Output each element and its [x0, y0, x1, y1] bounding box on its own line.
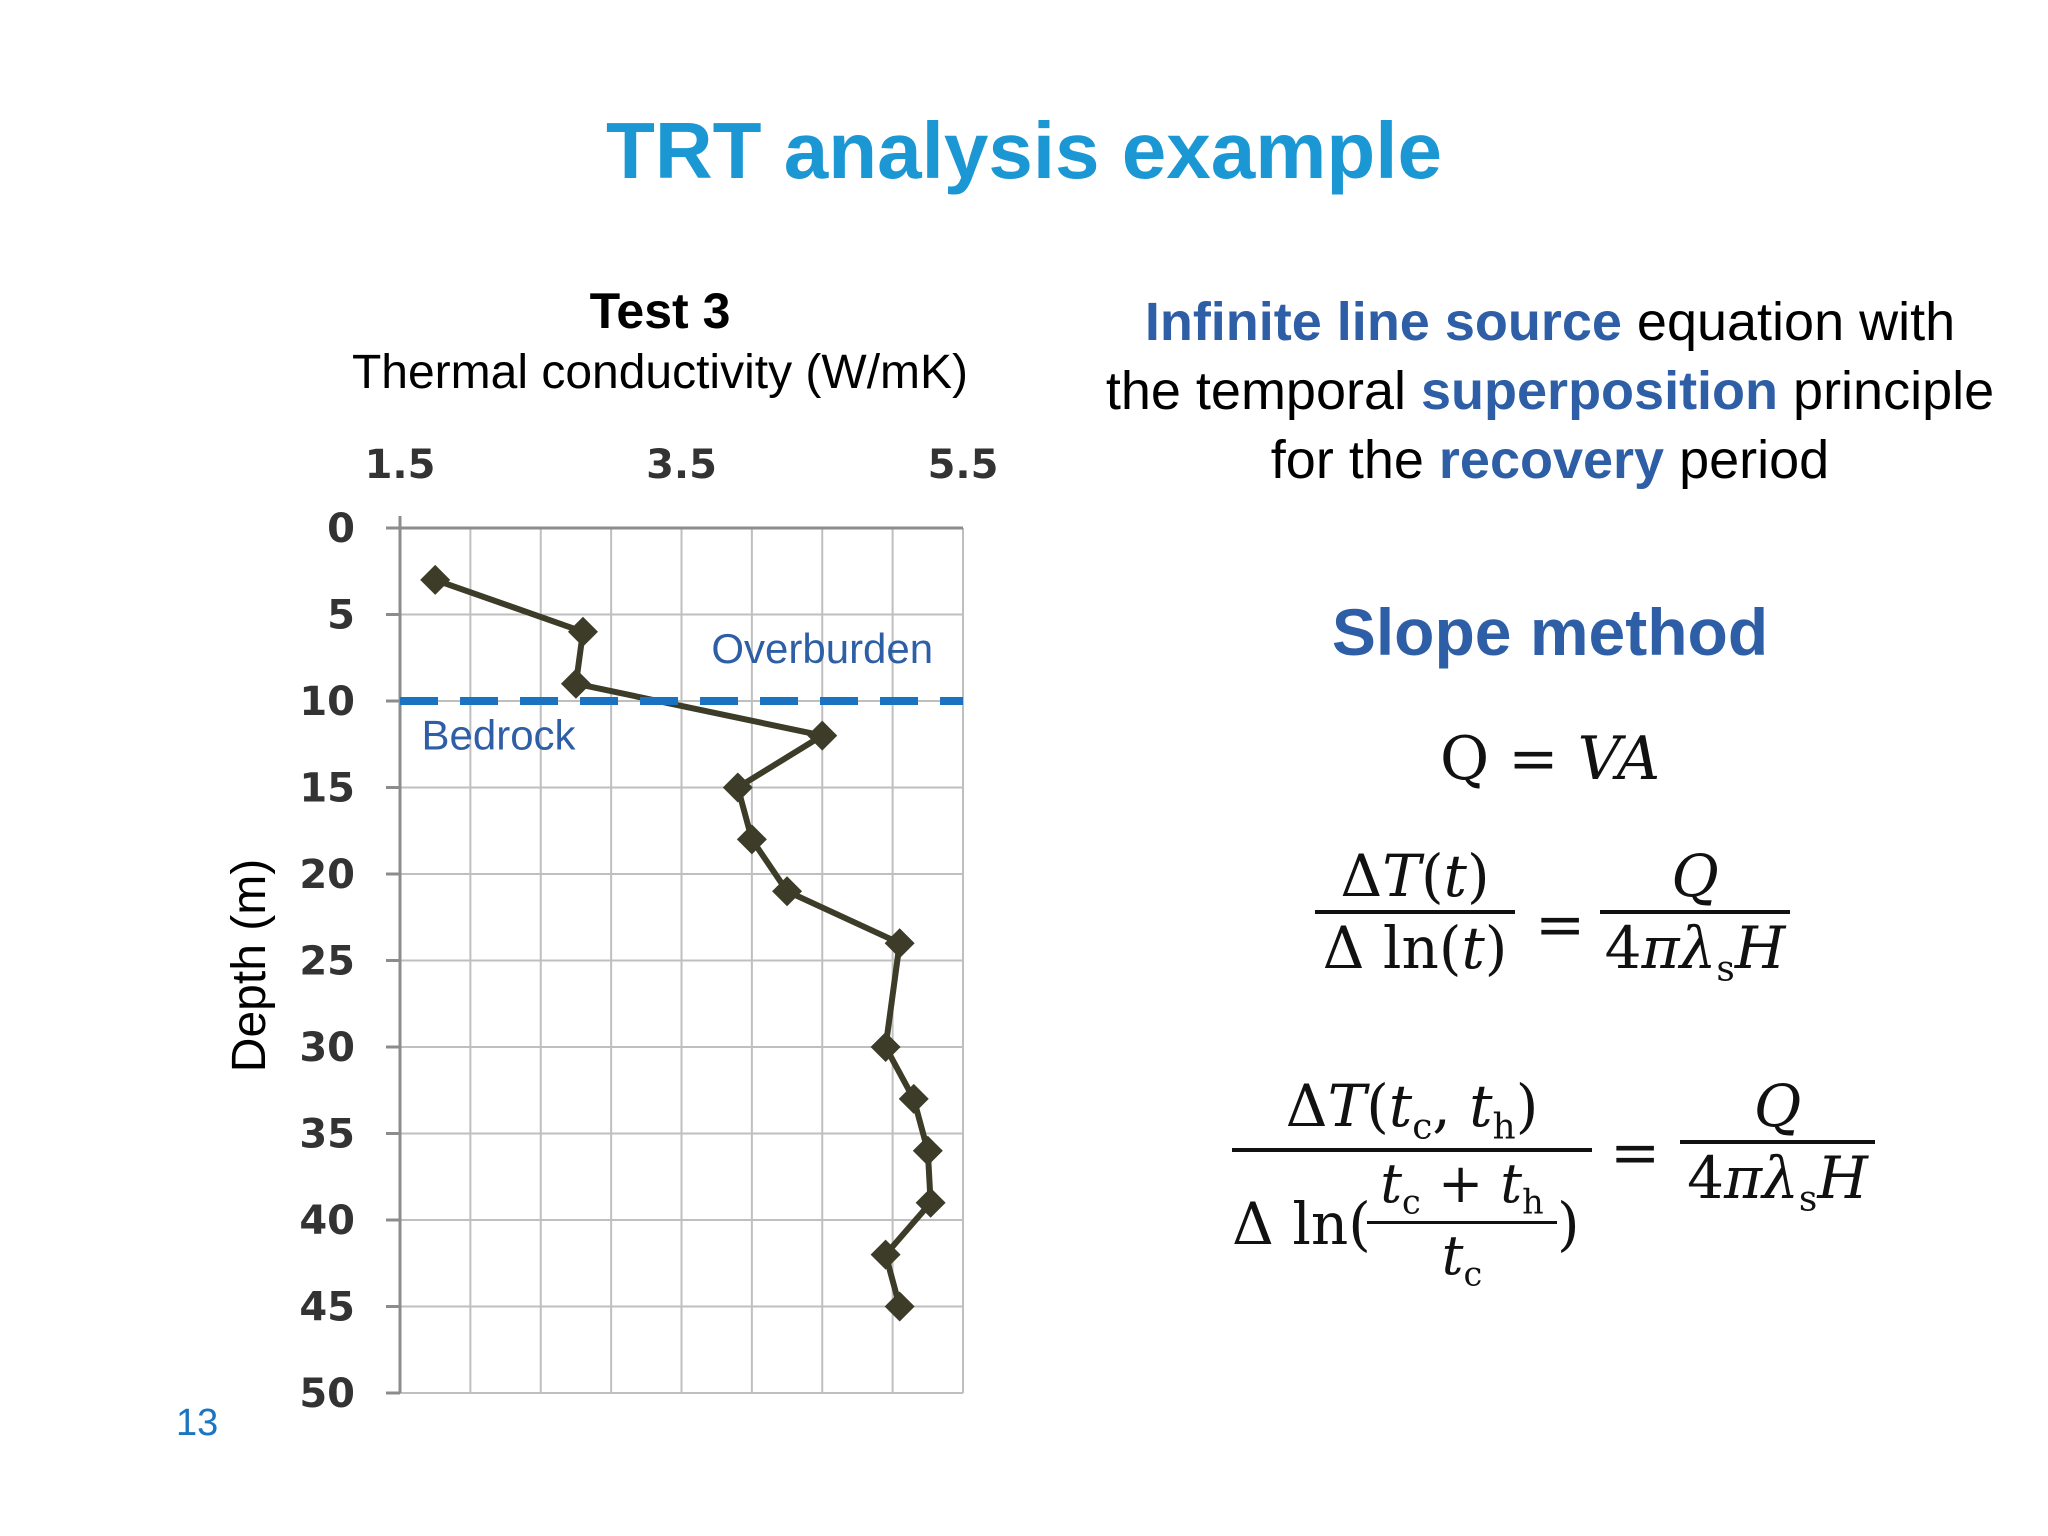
data-point-marker — [915, 1187, 946, 1218]
y-tick-label: 10 — [299, 679, 355, 725]
y-tick-label: 25 — [299, 939, 355, 985]
y-tick-label: 5 — [327, 593, 355, 639]
highlight-superposition: superposition — [1421, 361, 1779, 421]
method-description: Infinite line source equation with the t… — [1100, 288, 2000, 495]
eq3-rhs-fraction: Q 4πλsH — [1680, 1072, 1875, 1220]
y-tick-label: 45 — [299, 1285, 355, 1331]
depth-conductivity-chart: 1.5 3.5 5.5 0 5 10 15 20 25 30 35 40 45 50 Depth (m) Ov… — [223, 442, 999, 1417]
eq3-fraction-bar — [1232, 1147, 1592, 1152]
data-point-marker — [870, 1032, 901, 1062]
eq3-rhs-bar — [1680, 1140, 1875, 1144]
eq2-fraction-bar — [1315, 910, 1515, 914]
equation-q-va: Q = VA — [1440, 724, 1661, 794]
y-tick-label: 40 — [299, 1198, 355, 1244]
data-point-marker — [560, 668, 591, 699]
data-point-marker — [884, 928, 915, 959]
data-point-marker — [884, 1291, 915, 1322]
eq2-rhs-numerator: Q — [1671, 842, 1719, 910]
chart-title: Test 3 — [589, 283, 731, 339]
data-point-marker — [420, 564, 451, 595]
eq2-rhs-bar — [1600, 910, 1790, 914]
data-point-marker — [567, 616, 598, 647]
y-axis-label: Depth (m) — [223, 859, 276, 1072]
eq3-rhs-numerator: Q — [1753, 1072, 1802, 1140]
y-tick-label: 15 — [299, 766, 355, 812]
data-point-marker — [912, 1135, 943, 1166]
x-tick-label: 3.5 — [646, 442, 717, 488]
eq2-numerator: ΔT(t) — [1340, 842, 1490, 910]
series-line — [434, 577, 934, 1308]
data-point-marker — [736, 824, 767, 855]
data-point-marker — [722, 772, 753, 803]
description-text-2: principle for the — [1270, 361, 1995, 490]
eq3-inner-fraction: tc + th tc — [1367, 1152, 1557, 1294]
y-tick-label: 35 — [299, 1112, 355, 1158]
eq2-rhs-fraction: Q 4πλsH — [1600, 842, 1790, 990]
eq3-equals: = — [1610, 1118, 1661, 1188]
y-tick-label: 50 — [299, 1371, 355, 1417]
chart-subtitle: Thermal conductivity (W/mK) — [351, 346, 969, 399]
description-text-1: equation with the temporal — [1105, 292, 1956, 421]
eq3-denominator: Δ ln( tc + th tc ) — [1232, 1151, 1580, 1294]
eq2-equals: = — [1535, 890, 1586, 960]
page-number: 13 — [176, 1402, 219, 1444]
description-text-3: period — [1664, 430, 1830, 490]
slide-title: TRT analysis example — [606, 106, 1442, 195]
y-tick-label: 20 — [299, 852, 355, 898]
x-tick-label: 1.5 — [365, 442, 436, 488]
y-tick-label: 30 — [299, 1025, 355, 1071]
eq2-rhs-denominator: 4πλsH — [1604, 914, 1786, 990]
bedrock-label: Bedrock — [421, 711, 576, 758]
eq2-lhs-fraction: ΔT(t) Δ ln(t) — [1315, 842, 1515, 982]
y-tick-label: 0 — [327, 506, 355, 552]
slope-method-title: Slope method — [1331, 595, 1769, 669]
eq3-numerator: ΔT(tc, th) — [1285, 1072, 1539, 1148]
data-point-marker — [898, 1083, 929, 1114]
data-point-marker — [870, 1239, 901, 1270]
overburden-label: Overburden — [711, 625, 933, 672]
data-point-marker — [807, 720, 838, 751]
data-point-marker — [772, 876, 803, 907]
eq3-lhs-fraction: ΔT(tc, th) Δ ln( tc + th tc ) — [1232, 1072, 1592, 1302]
eq3-rhs-denominator: 4πλsH — [1687, 1144, 1868, 1220]
eq2-denominator: Δ ln(t) — [1322, 914, 1508, 982]
x-tick-label: 5.5 — [928, 442, 999, 488]
highlight-recovery: recovery — [1438, 430, 1665, 490]
highlight-infinite-line-source: Infinite line source — [1144, 292, 1622, 352]
